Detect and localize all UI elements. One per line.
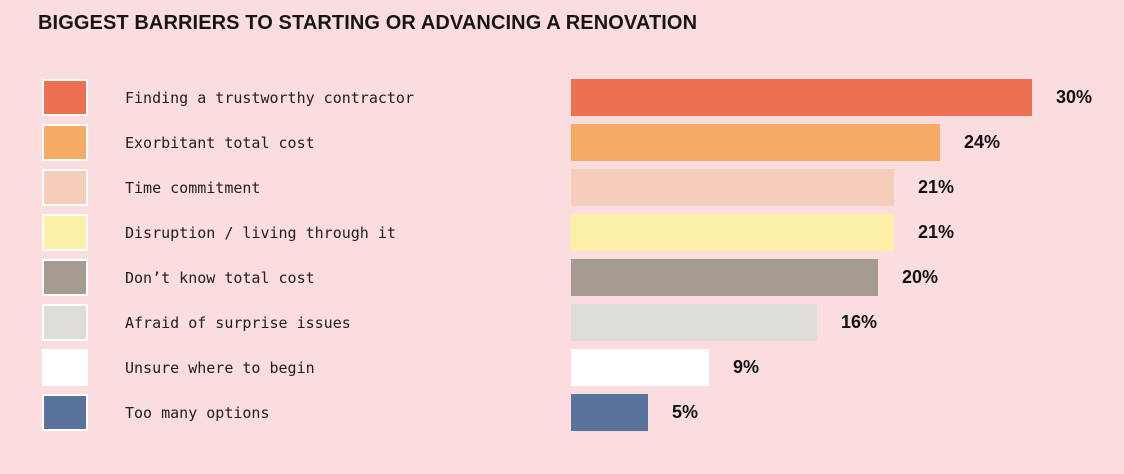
legend-label: Finding a trustworthy contractor xyxy=(125,88,414,107)
bar xyxy=(571,259,878,296)
chart-row: Too many options 5% xyxy=(0,394,1124,431)
legend-swatch xyxy=(42,394,88,431)
bar-value-label: 24% xyxy=(964,132,1001,152)
bar-value-label: 9% xyxy=(733,357,760,377)
chart-title: BIGGEST BARRIERS TO STARTING OR ADVANCIN… xyxy=(38,12,698,34)
legend-swatch xyxy=(42,304,88,341)
bar xyxy=(571,349,709,386)
legend-swatch xyxy=(42,214,88,251)
legend-swatch xyxy=(42,124,88,161)
bar xyxy=(571,304,817,341)
bar-area: 9% xyxy=(571,349,759,386)
bar-area: 24% xyxy=(571,124,1000,161)
chart-row: Exorbitant total cost 24% xyxy=(0,124,1124,161)
chart-row: Afraid of surprise issues 16% xyxy=(0,304,1124,341)
chart-row: Finding a trustworthy contractor 30% xyxy=(0,79,1124,116)
chart-rows: Finding a trustworthy contractor 30% Exo… xyxy=(0,79,1124,439)
bar-area: 21% xyxy=(571,169,954,206)
legend-label: Disruption / living through it xyxy=(125,223,396,242)
bar-value-label: 21% xyxy=(918,222,955,242)
legend-swatch xyxy=(42,169,88,206)
bar-value-label: 16% xyxy=(841,312,878,332)
legend-label: Unsure where to begin xyxy=(125,358,315,377)
bar-value-label: 20% xyxy=(902,267,939,287)
bar xyxy=(571,124,940,161)
bar xyxy=(571,214,894,251)
bar-area: 21% xyxy=(571,214,954,251)
bar-area: 5% xyxy=(571,394,698,431)
bar-area: 30% xyxy=(571,79,1092,116)
legend-swatch xyxy=(42,79,88,116)
legend-swatch xyxy=(42,259,88,296)
legend-label: Afraid of surprise issues xyxy=(125,313,351,332)
bar xyxy=(571,169,894,206)
bar-area: 16% xyxy=(571,304,877,341)
legend-label: Don’t know total cost xyxy=(125,268,315,287)
bar-value-label: 21% xyxy=(918,177,955,197)
legend-label: Exorbitant total cost xyxy=(125,133,315,152)
bar xyxy=(571,79,1032,116)
chart-row: Don’t know total cost 20% xyxy=(0,259,1124,296)
chart-row: Disruption / living through it 21% xyxy=(0,214,1124,251)
chart-row: Unsure where to begin 9% xyxy=(0,349,1124,386)
bar-value-label: 5% xyxy=(672,402,699,422)
bar-area: 20% xyxy=(571,259,938,296)
bar-value-label: 30% xyxy=(1056,87,1093,107)
legend-label: Time commitment xyxy=(125,178,261,197)
chart-row: Time commitment 21% xyxy=(0,169,1124,206)
legend-swatch xyxy=(42,349,88,386)
legend-label: Too many options xyxy=(125,403,270,422)
bar xyxy=(571,394,648,431)
